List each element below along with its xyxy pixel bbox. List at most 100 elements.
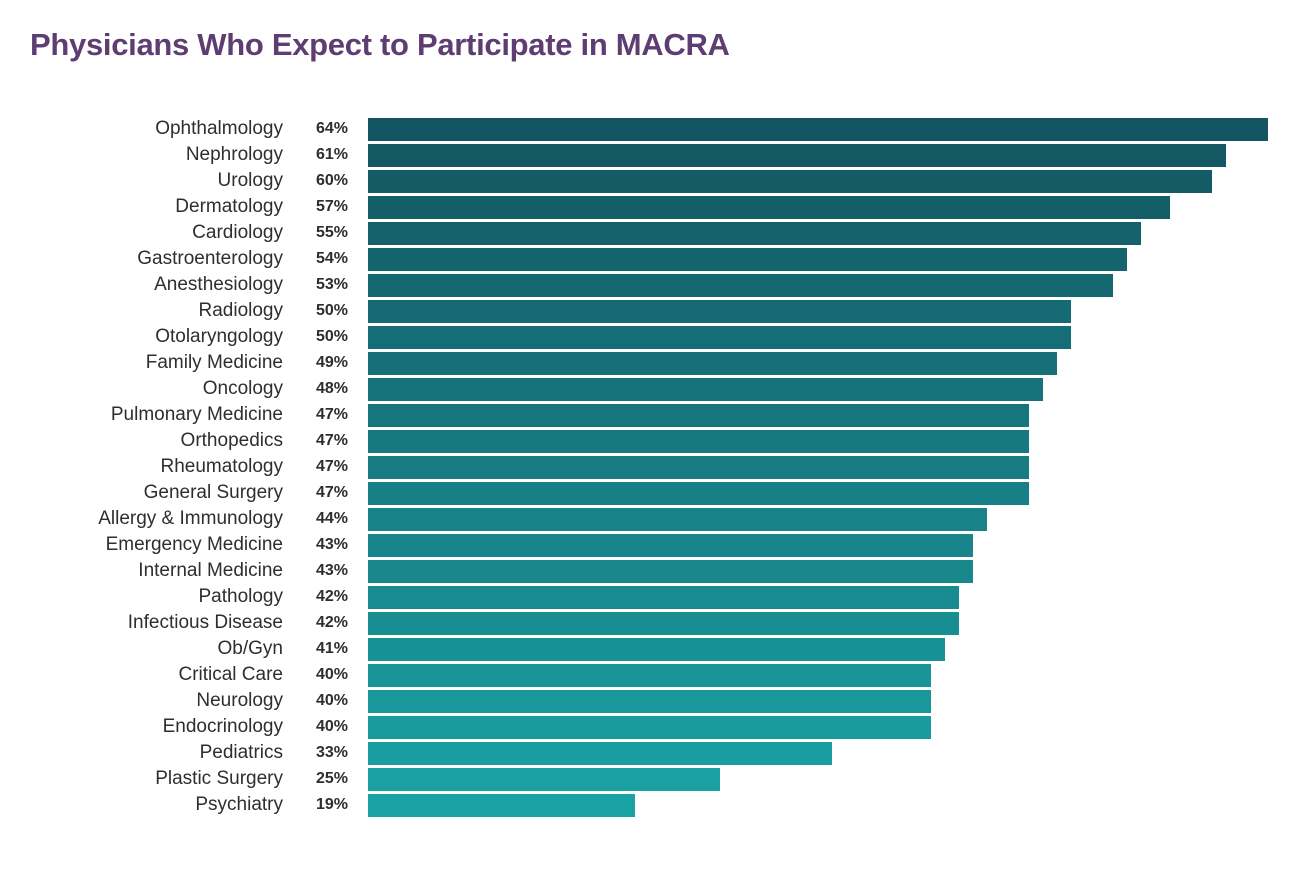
bar [368, 117, 1268, 141]
category-label: Neurology [196, 690, 283, 711]
bar [368, 195, 1170, 219]
bar-track [368, 611, 1268, 635]
category-label: Anesthesiology [154, 274, 283, 295]
bar [368, 455, 1029, 479]
value-label: 61% [315, 146, 348, 163]
chart-row: Dermatology 57% [30, 194, 1268, 220]
bar-track [368, 247, 1268, 271]
bar-track [368, 455, 1268, 479]
value-label: 50% [315, 328, 348, 345]
value-label: 49% [315, 354, 348, 371]
value-label: 33% [315, 744, 348, 761]
category-label: Gastroenterology [137, 248, 283, 269]
bar [368, 169, 1212, 193]
bar [368, 611, 959, 635]
category-label: Psychiatry [195, 794, 283, 815]
category-label: General Surgery [143, 482, 283, 503]
category-label: Radiology [198, 300, 284, 321]
bar-track [368, 663, 1268, 687]
bar-track [368, 559, 1268, 583]
category-label: Nephrology [185, 144, 283, 165]
bar [368, 559, 973, 583]
chart-row: Plastic Surgery 25% [30, 766, 1268, 792]
bar-track [368, 793, 1268, 817]
bar-track [368, 351, 1268, 375]
bar-track [368, 169, 1268, 193]
category-label: Emergency Medicine [105, 534, 283, 555]
value-label: 40% [315, 692, 348, 709]
chart-row: Radiology 50% [30, 298, 1268, 324]
chart-row: Pediatrics 33% [30, 740, 1268, 766]
bar [368, 429, 1029, 453]
chart-row: Allergy & Immunology 44% [30, 506, 1268, 532]
bar [368, 221, 1142, 245]
bar [368, 351, 1058, 375]
value-label: 64% [315, 120, 348, 137]
category-label: Pulmonary Medicine [110, 404, 283, 425]
chart-row: Ophthalmology 64% [30, 116, 1268, 142]
chart-title: Physicians Who Expect to Participate in … [30, 27, 730, 62]
bar [368, 273, 1114, 297]
category-label: Allergy & Immunology [98, 508, 283, 529]
value-label: 44% [315, 510, 348, 527]
chart-row: Psychiatry 19% [30, 792, 1268, 818]
category-label: Otolaryngology [155, 326, 283, 347]
chart-row: Emergency Medicine 43% [30, 532, 1268, 558]
chart-row: Orthopedics 47% [30, 428, 1268, 454]
value-label: 47% [315, 484, 348, 501]
category-label: Oncology [202, 378, 283, 399]
bar-track [368, 429, 1268, 453]
bar-track [368, 117, 1268, 141]
bar-track [368, 715, 1268, 739]
value-label: 55% [315, 224, 348, 241]
chart-row: Family Medicine 49% [30, 350, 1268, 376]
value-label: 42% [315, 614, 348, 631]
bar [368, 299, 1072, 323]
bar-track [368, 195, 1268, 219]
chart-row: Oncology 48% [30, 376, 1268, 402]
value-label: 25% [315, 770, 348, 787]
value-label: 47% [315, 432, 348, 449]
category-label: Ophthalmology [155, 118, 283, 139]
bar [368, 325, 1072, 349]
bar-track [368, 221, 1268, 245]
bar [368, 741, 833, 765]
chart-row: Ob/Gyn 41% [30, 636, 1268, 662]
chart-row: Cardiology 55% [30, 220, 1268, 246]
category-label: Infectious Disease [127, 612, 283, 633]
category-label: Urology [217, 170, 283, 191]
bar-track [368, 143, 1268, 167]
chart-row: General Surgery 47% [30, 480, 1268, 506]
chart-row: Pulmonary Medicine 47% [30, 402, 1268, 428]
value-label: 60% [315, 172, 348, 189]
category-label: Ob/Gyn [217, 638, 283, 659]
bar [368, 507, 987, 531]
chart-row: Anesthesiology 53% [30, 272, 1268, 298]
bar [368, 715, 931, 739]
category-label: Orthopedics [180, 430, 283, 451]
bar-track [368, 377, 1268, 401]
value-label: 48% [315, 380, 348, 397]
value-label: 57% [315, 198, 348, 215]
chart-row: Endocrinology 40% [30, 714, 1268, 740]
bar-track [368, 741, 1268, 765]
value-label: 40% [315, 666, 348, 683]
bar-track [368, 507, 1268, 531]
value-label: 41% [315, 640, 348, 657]
chart-row: Infectious Disease 42% [30, 610, 1268, 636]
bar-chart: Ophthalmology 64% Nephrology 61% Urology 60% D… [30, 116, 1268, 818]
value-label: 42% [315, 588, 348, 605]
bar-track [368, 299, 1268, 323]
bar-track [368, 689, 1268, 713]
chart-row: Rheumatology 47% [30, 454, 1268, 480]
value-label: 53% [315, 276, 348, 293]
bar-track [368, 481, 1268, 505]
bar [368, 403, 1029, 427]
value-label: 54% [315, 250, 348, 267]
category-label: Rheumatology [160, 456, 283, 477]
value-label: 47% [315, 406, 348, 423]
value-label: 40% [315, 718, 348, 735]
category-label: Pathology [198, 586, 283, 607]
value-label: 43% [315, 562, 348, 579]
